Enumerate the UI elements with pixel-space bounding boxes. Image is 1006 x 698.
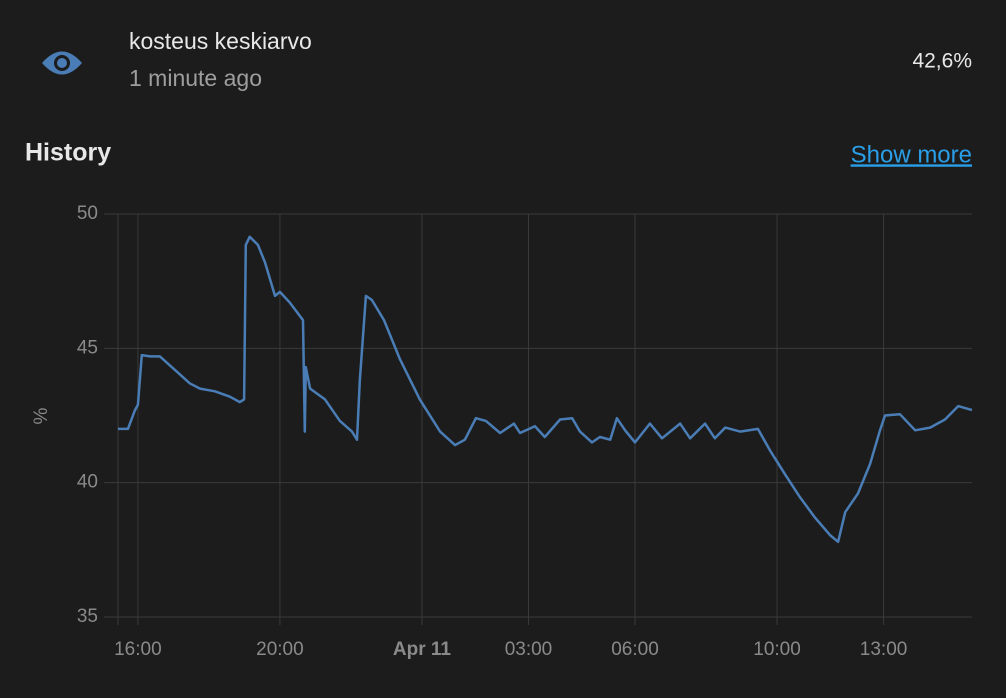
y-axis-label: %: [31, 407, 52, 424]
x-tick-label: 16:00: [114, 639, 162, 660]
entity-name: kosteus keskiarvo: [129, 28, 312, 54]
history-title: History: [25, 139, 111, 167]
x-tick-label: 03:00: [505, 639, 553, 660]
last-changed: 1 minute ago: [129, 65, 262, 91]
y-tick-label: 45: [77, 337, 98, 358]
y-tick-label: 40: [77, 472, 98, 493]
show-more-link[interactable]: Show more: [851, 141, 972, 168]
y-tick-label: 35: [77, 606, 98, 627]
y-tick-label: 50: [77, 203, 98, 224]
x-tick-label: 13:00: [860, 639, 908, 660]
eye-icon: [42, 51, 82, 75]
state-value: 42,6%: [912, 50, 972, 73]
x-tick-label: 10:00: [753, 639, 801, 660]
history-line: [118, 235, 973, 544]
x-tick-label: Apr 11: [393, 639, 452, 660]
x-tick-label: 20:00: [256, 639, 304, 660]
x-tick-label: 06:00: [611, 639, 659, 660]
history-chart: 35 40 45 50 16:00 20:00 Apr 11 03:00 06:00 10:00 1…: [31, 203, 973, 660]
